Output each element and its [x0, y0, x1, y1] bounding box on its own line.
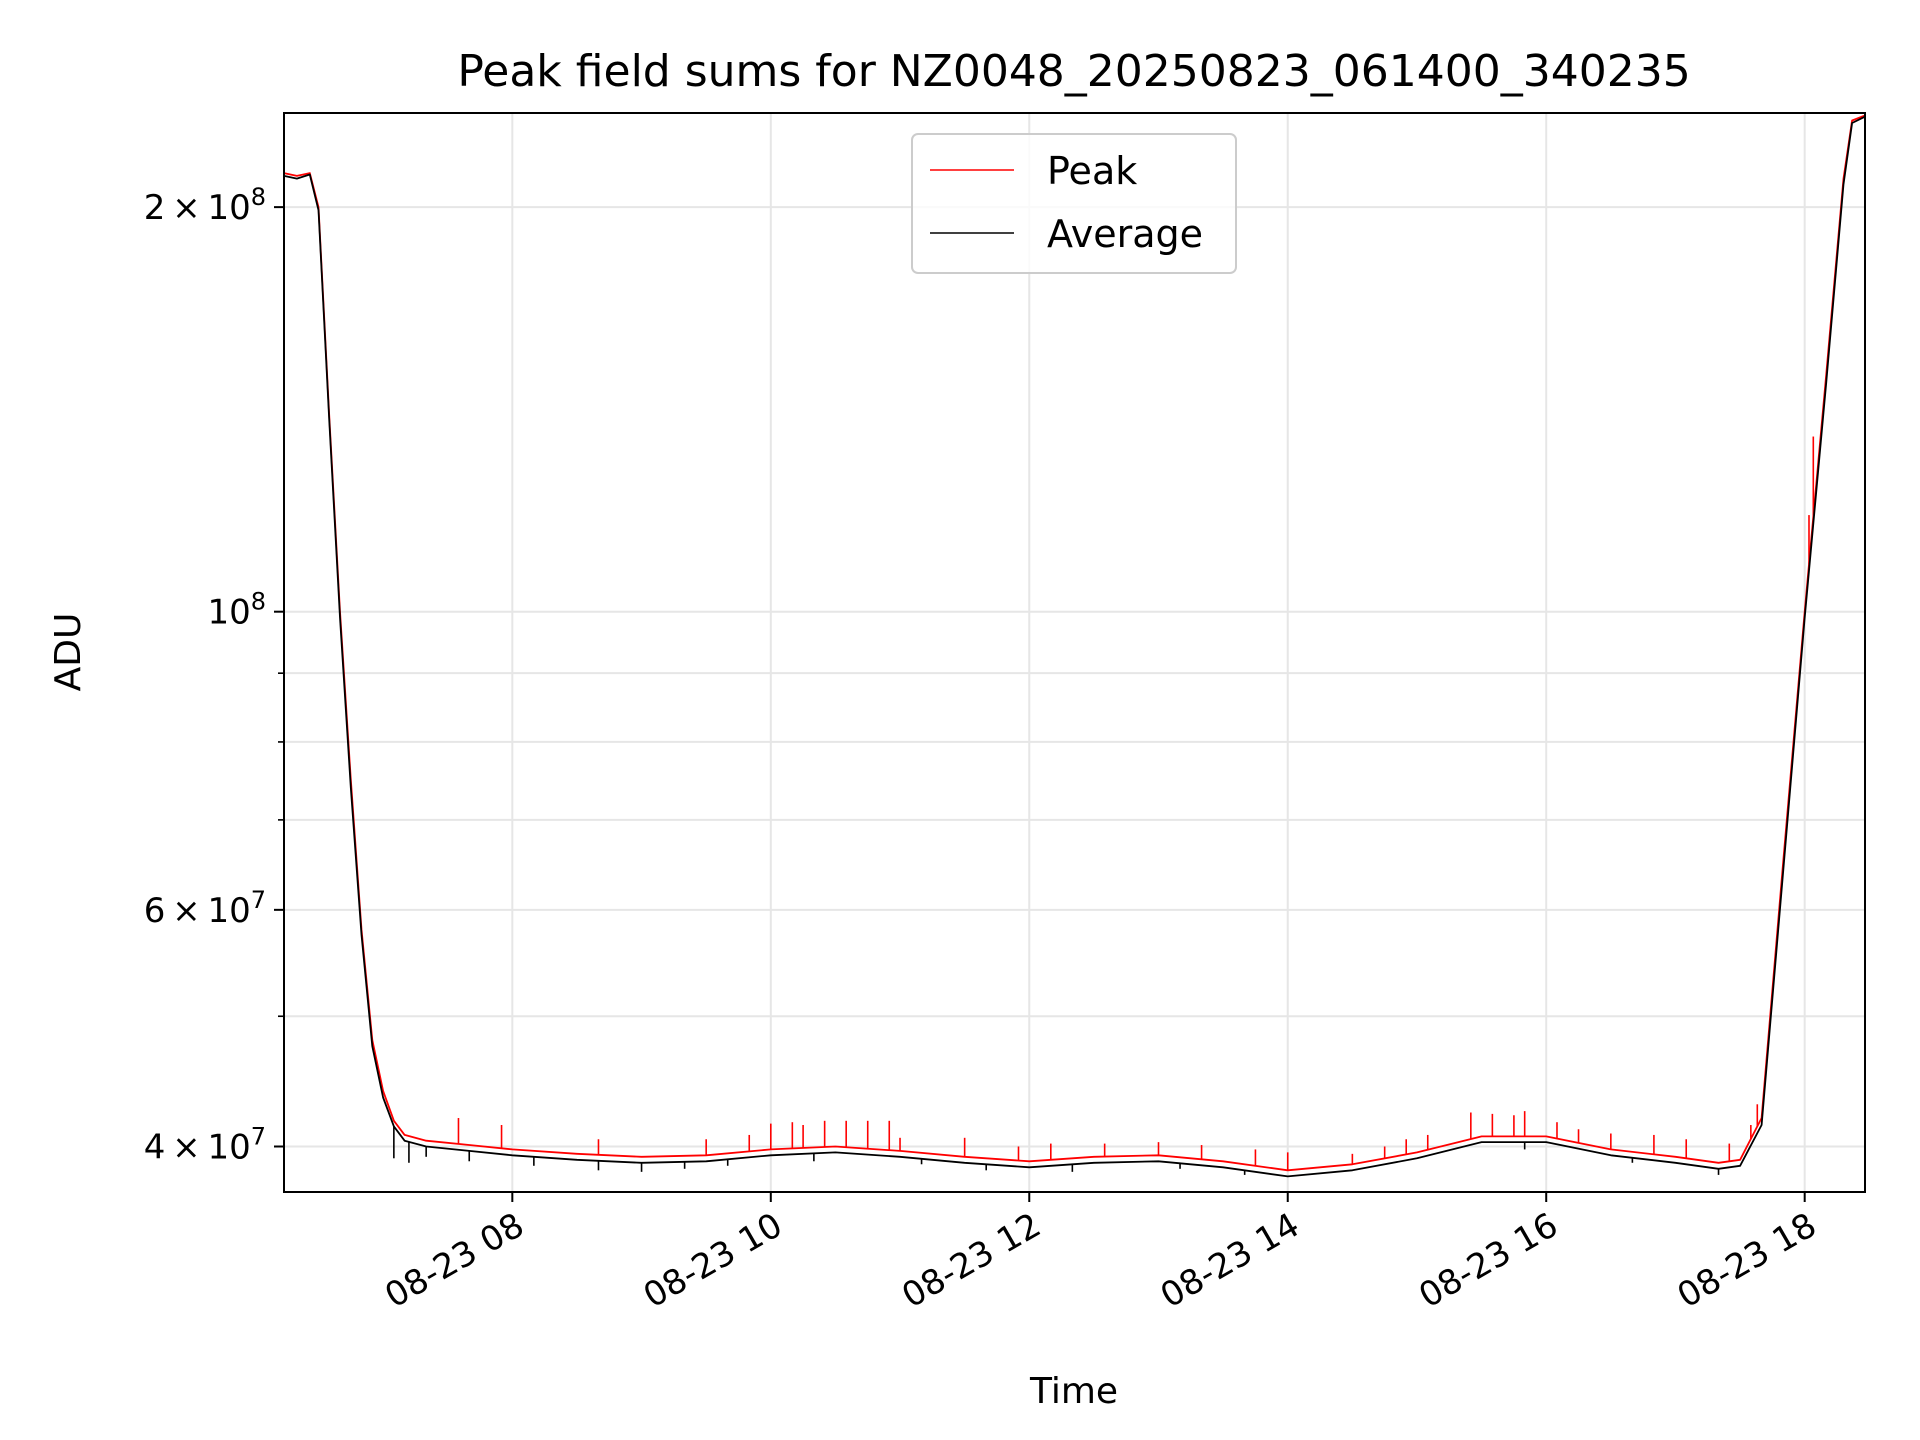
y-tick-label: 2 × 108: [144, 183, 266, 228]
series-layer: [283, 114, 1866, 1178]
y-tick-label: 108: [207, 588, 266, 633]
legend-box: [911, 133, 1237, 274]
series-line-average: [283, 115, 1866, 1178]
y-tick-label: 6 × 107: [144, 886, 266, 931]
y-tick-label: 4 × 107: [144, 1122, 266, 1167]
legend-label-peak: Peak: [1047, 149, 1137, 193]
legend: Peak Average: [911, 133, 1237, 274]
plot-frame: [283, 112, 1866, 1193]
x-axis-label: Time: [1029, 1371, 1118, 1412]
chart-title: Peak field sums for NZ0048_20250823_0614…: [457, 46, 1690, 97]
legend-label-average: Average: [1047, 212, 1203, 256]
y-axis-label: ADU: [48, 613, 89, 692]
